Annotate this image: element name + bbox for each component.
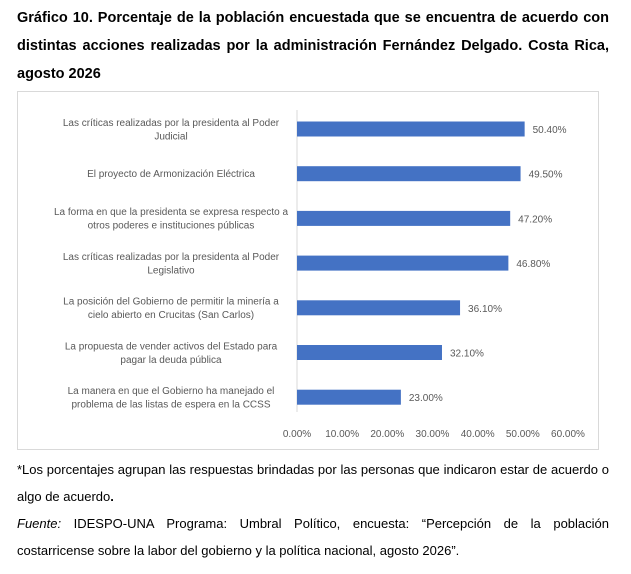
- data-label-2: 49.50%: [529, 170, 563, 181]
- x-tick-label-1: 0.00%: [283, 429, 311, 440]
- category-label-line: El proyecto de Armonización Eléctrica: [87, 169, 255, 180]
- bar-1: [297, 121, 525, 137]
- category-label-line: La manera en que el Gobierno ha manejado…: [68, 386, 275, 397]
- source-note: Fuente: IDESPO-UNA Programa: Umbral Polí…: [17, 510, 609, 564]
- category-label-line: cielo abierto en Crucitas (San Carlos): [88, 310, 254, 321]
- x-tick-label-2: 10.00%: [325, 429, 359, 440]
- chart-frame: 50.40% Las críticas realizadas por la pre…: [17, 91, 599, 450]
- category-label-line: La propuesta de vender activos del Estad…: [65, 341, 278, 352]
- category-label-6: La propuesta de vender activos del Estad…: [65, 341, 278, 366]
- category-label-line: Las críticas realizadas por la president…: [63, 118, 280, 129]
- bar-5: [297, 300, 461, 316]
- data-label-5: 36.10%: [468, 304, 502, 315]
- x-tick-label-3: 20.00%: [370, 429, 404, 440]
- data-label-6: 32.10%: [450, 349, 484, 360]
- category-label-line: La posición del Gobierno de permitir la …: [63, 297, 279, 308]
- category-label-4: Las críticas realizadas por la president…: [63, 252, 280, 277]
- category-label-line: pagar la deuda pública: [120, 355, 222, 366]
- data-label-7: 23.00%: [409, 393, 443, 404]
- x-tick-label-6: 50.00%: [506, 429, 540, 440]
- footnote: *Los porcentajes agrupan las respuestas …: [17, 456, 609, 510]
- x-tick-label-4: 30.00%: [416, 429, 450, 440]
- data-label-1: 50.40%: [533, 125, 567, 136]
- bar-7: [297, 389, 401, 405]
- category-label-line: Judicial: [154, 131, 187, 142]
- footnote-period: .: [110, 489, 114, 504]
- category-label-line: Las críticas realizadas por la president…: [63, 252, 280, 263]
- category-label-line: otros poderes e instituciones públicas: [88, 221, 255, 232]
- category-label-7: La manera en que el Gobierno ha manejado…: [68, 386, 275, 411]
- source-label: Fuente:: [17, 516, 62, 531]
- x-tick-label-5: 40.00%: [461, 429, 495, 440]
- bar-2: [297, 166, 521, 182]
- chart-title: Gráfico 10. Porcentaje de la población e…: [17, 10, 609, 82]
- data-label-3: 47.20%: [518, 214, 552, 225]
- category-label-5: La posición del Gobierno de permitir la …: [63, 297, 279, 322]
- x-tick-label-7: 60.00%: [551, 429, 585, 440]
- category-label-line: Legislativo: [147, 265, 195, 276]
- source-text: IDESPO-UNA Programa: Umbral Político, en…: [17, 516, 609, 558]
- category-label-line: La forma en que la presidenta se expresa…: [54, 207, 288, 218]
- bar-6: [297, 345, 442, 360]
- bar-4: [297, 255, 509, 271]
- bar-3: [297, 210, 511, 226]
- category-label-3: La forma en que la presidenta se expresa…: [54, 207, 288, 232]
- bar-chart: 50.40% Las críticas realizadas por la pre…: [54, 110, 585, 440]
- category-label-line: problema de las listas de espera en la C…: [72, 399, 271, 410]
- category-label-2: El proyecto de Armonización Eléctrica: [87, 169, 255, 180]
- data-label-4: 46.80%: [516, 259, 550, 270]
- footnote-text: *Los porcentajes agrupan las respuestas …: [17, 462, 609, 504]
- category-label-1: Las críticas realizadas por la president…: [63, 118, 280, 143]
